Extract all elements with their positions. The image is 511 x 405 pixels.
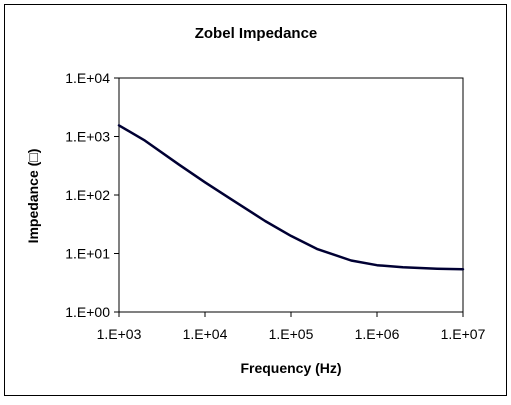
y-axis-title: Impedance (□) (25, 149, 41, 244)
y-tick-label: 1.E+00 (65, 304, 110, 320)
series-line-impedance (117, 124, 465, 271)
x-axis-title: Frequency (Hz) (240, 360, 341, 376)
y-tick-label: 1.E+01 (65, 246, 110, 262)
y-tick-label: 1.E+03 (65, 129, 110, 145)
y-tick-label: 1.E+04 (65, 70, 110, 86)
x-tick-label: 1.E+07 (441, 326, 486, 342)
y-axis-ticks: 1.E+00 1.E+01 1.E+02 1.E+03 1.E+04 (65, 70, 119, 320)
x-tick-label: 1.E+04 (183, 326, 228, 342)
series-group (117, 124, 465, 271)
x-axis-ticks: 1.E+03 1.E+04 1.E+05 1.E+06 1.E+07 (97, 312, 486, 342)
x-tick-label: 1.E+06 (355, 326, 400, 342)
plot-area (118, 77, 464, 313)
x-tick-label: 1.E+03 (97, 326, 142, 342)
x-tick-label: 1.E+05 (269, 326, 314, 342)
y-tick-label: 1.E+02 (65, 187, 110, 203)
chart-title: Zobel Impedance (195, 25, 318, 42)
